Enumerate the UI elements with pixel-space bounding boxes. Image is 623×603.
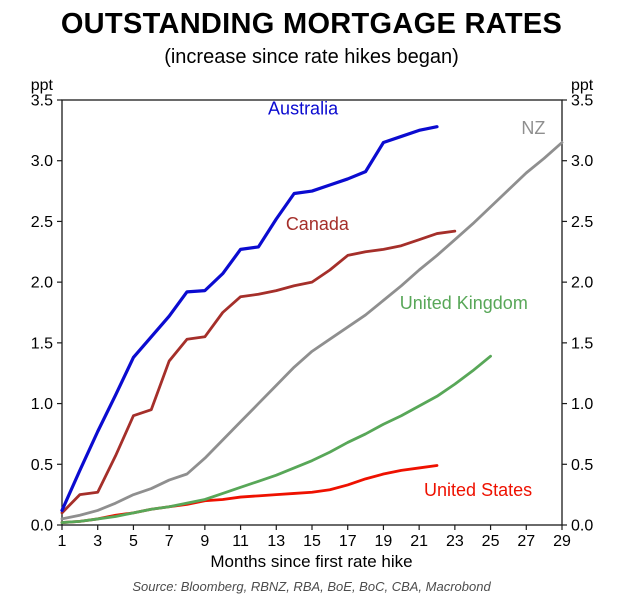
y-tick-label-right: 2.0 bbox=[571, 275, 593, 292]
y-tick-label-left: 3.5 bbox=[31, 93, 53, 110]
y-tick-label-left: 2.5 bbox=[31, 214, 53, 231]
x-tick-label: 25 bbox=[482, 533, 500, 550]
y-tick-label-left: 2.0 bbox=[31, 275, 53, 292]
source-note: Source: Bloomberg, RBNZ, RBA, BoE, BoC, … bbox=[132, 579, 491, 594]
y-tick-label-right: 0.0 bbox=[571, 518, 593, 535]
x-tick-label: 5 bbox=[129, 533, 138, 550]
series-line-nz bbox=[60, 141, 564, 521]
y-tick-label-right: 0.5 bbox=[571, 457, 593, 474]
series-line-united-kingdom bbox=[60, 354, 492, 524]
y-unit-left: ppt bbox=[31, 77, 54, 94]
x-tick-label: 19 bbox=[375, 533, 393, 550]
y-tick-label-left: 1.0 bbox=[31, 396, 53, 413]
y-tick-label-right: 1.0 bbox=[571, 396, 593, 413]
x-axis-title: Months since first rate hike bbox=[210, 552, 413, 571]
series-label-united-kingdom: United Kingdom bbox=[400, 293, 528, 313]
series-line-united-states bbox=[60, 464, 439, 524]
x-tick-label: 27 bbox=[517, 533, 535, 550]
x-tick-label: 9 bbox=[200, 533, 209, 550]
chart-subtitle: (increase since rate hikes began) bbox=[164, 46, 459, 68]
x-tick-label: 3 bbox=[93, 533, 102, 550]
x-tick-label: 29 bbox=[553, 533, 571, 550]
series-label-united-states: United States bbox=[424, 480, 532, 500]
x-tick-label: 7 bbox=[165, 533, 174, 550]
series-label-nz: NZ bbox=[521, 118, 545, 138]
y-tick-label-left: 0.0 bbox=[31, 518, 53, 535]
y-tick-label-right: 3.0 bbox=[571, 153, 593, 170]
y-tick-label-left: 3.0 bbox=[31, 153, 53, 170]
x-tick-label: 15 bbox=[303, 533, 321, 550]
y-tick-label-left: 1.5 bbox=[31, 335, 53, 352]
y-tick-label-left: 0.5 bbox=[31, 457, 53, 474]
x-tick-label: 23 bbox=[446, 533, 464, 550]
series-line-canada bbox=[60, 229, 457, 515]
x-tick-label: 17 bbox=[339, 533, 357, 550]
series-label-australia: Australia bbox=[268, 99, 339, 119]
x-tick-label: 11 bbox=[232, 533, 249, 550]
x-tick-label: 21 bbox=[410, 533, 428, 550]
y-tick-label-right: 3.5 bbox=[571, 93, 593, 110]
y-unit-right: ppt bbox=[571, 77, 594, 94]
y-tick-label-right: 2.5 bbox=[571, 214, 593, 231]
x-tick-label: 1 bbox=[58, 533, 67, 550]
plot-area: 0.0 0.0 0.5 0.5 1.0 1.0 1.5 1.5 2.0 2.0 2.5 2.5 3.0 3… bbox=[31, 77, 594, 550]
series-line-australia bbox=[60, 125, 439, 513]
chart-title: OUTSTANDING MORTGAGE RATES bbox=[60, 8, 563, 40]
y-tick-label-right: 1.5 bbox=[571, 335, 593, 352]
x-tick-label: 13 bbox=[267, 533, 285, 550]
series-label-canada: Canada bbox=[286, 214, 350, 234]
